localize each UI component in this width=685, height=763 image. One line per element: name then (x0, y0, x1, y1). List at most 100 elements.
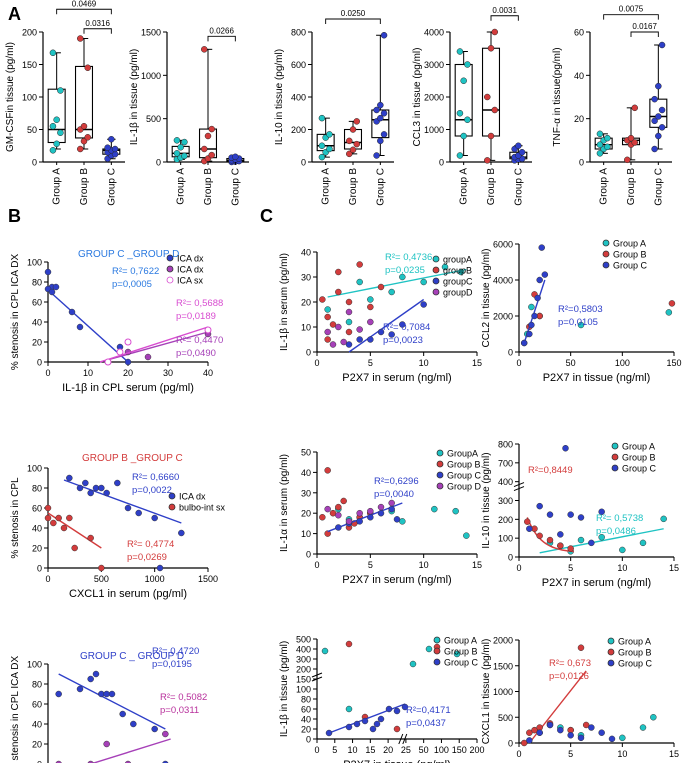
y-tick-label: 400 (296, 645, 311, 655)
legend-label: ICA dx (179, 492, 206, 502)
stat-label: p=0,0269 (127, 552, 167, 563)
data-point (162, 730, 169, 738)
y-tick-label: 2000 (493, 312, 513, 322)
data-point (335, 323, 342, 331)
fit-line (99, 331, 209, 363)
box-group-a: Group A (316, 114, 335, 205)
data-point (130, 720, 137, 728)
axis-break-y (311, 672, 323, 682)
data-point (367, 514, 374, 521)
data-point (324, 336, 331, 343)
significance-bracket (490, 15, 519, 21)
chart-a2: 0 500 1000 1500 IL-1β in tissue (pg/ml) Group… (129, 26, 249, 206)
x-tick-label: 15 (365, 745, 375, 755)
y-axis-label: TNF-α in tissue(pg/ml) (552, 47, 563, 146)
data-point (658, 106, 666, 114)
data-point (52, 283, 60, 291)
data-point (526, 729, 533, 736)
axis-break-x (398, 733, 408, 745)
series-1 (319, 467, 374, 537)
x-tick-label: 10 (348, 745, 358, 755)
data-point (619, 734, 626, 742)
box-group-a: Group A (171, 137, 190, 205)
data-point (77, 35, 84, 42)
data-point (335, 503, 342, 511)
data-point (367, 336, 374, 343)
data-point (658, 124, 666, 131)
y-tick-label: 800 (498, 440, 513, 450)
y-tick-label: 800 (291, 28, 306, 38)
group-label: Group C (375, 168, 386, 206)
y-tick-label: 20 (32, 338, 42, 348)
y-axis-label: CCL2 in tissue (pg/ml) (481, 249, 492, 348)
stat-label: R²= 0,4774 (127, 539, 174, 550)
x-tick-label: 10 (617, 749, 627, 759)
data-point (76, 323, 84, 331)
data-point (326, 131, 333, 138)
chart-c1: 0 10 20 30 40 0 5 10 15 P2X7 in serum (ng/ml) IL-1… (279, 248, 482, 385)
data-point (346, 137, 353, 145)
data-point (44, 268, 52, 276)
data-point (452, 507, 459, 515)
y-tick-label: 0 (306, 735, 311, 745)
legend-label: Group A (444, 636, 477, 646)
significance-bracket (603, 14, 659, 20)
y-axis-label: IL-10 in tissue (pg/ml) (481, 452, 492, 548)
stat-label: p=0,0235 (385, 265, 425, 276)
data-point (401, 703, 409, 711)
series-2 (526, 444, 605, 547)
x-tick-label: 0 (45, 368, 50, 378)
fit-line (47, 289, 129, 363)
data-point (546, 511, 554, 518)
legend-label: groupC (443, 277, 473, 287)
box (371, 109, 390, 139)
y-tick-label: 500 (146, 114, 161, 124)
data-point (639, 539, 647, 547)
series-1 (524, 517, 574, 553)
data-point (204, 132, 212, 140)
x-tick-label: 50 (419, 745, 429, 755)
data-point (151, 514, 158, 522)
data-point (98, 484, 105, 492)
fit-curve (526, 517, 574, 553)
y-tick-label: 60 (32, 700, 42, 710)
significance-bracket (56, 8, 112, 15)
box (454, 63, 473, 137)
data-point (204, 326, 212, 334)
legend-marker (436, 449, 444, 457)
data-point (441, 263, 449, 271)
data-point (108, 690, 116, 698)
y-axis-label: IL-1β in tissue (pg/ml) (279, 641, 290, 737)
y-tick-label: 60 (301, 705, 311, 715)
data-point (515, 142, 522, 149)
y-tick-label: 50 (301, 448, 311, 458)
data-point (82, 479, 89, 487)
legend-marker (432, 277, 440, 285)
data-point (491, 28, 498, 36)
data-point (108, 136, 115, 143)
data-point (77, 145, 84, 153)
data-point (385, 705, 393, 713)
legend-marker (607, 637, 615, 645)
y-tick-label: 20 (32, 544, 42, 554)
y-tick-label: 500 (296, 635, 311, 645)
box-group-c: Group C (509, 142, 528, 206)
legend-marker (432, 288, 440, 296)
y-tick-label: 600 (291, 60, 306, 70)
data-point (318, 153, 326, 161)
y-tick-label: 100 (27, 258, 42, 268)
series-1 (55, 730, 171, 763)
box-group-c: Group C (226, 153, 245, 206)
group-label: Group C (106, 168, 117, 206)
legend-label: Group B (622, 453, 656, 463)
y-tick-label: 30 (301, 488, 311, 498)
significance-bracket (325, 18, 381, 24)
data-point (324, 328, 331, 336)
box-group-b: Group B (198, 46, 218, 205)
data-point (624, 156, 631, 164)
data-point (208, 151, 215, 159)
chart-a1: 0 50 100 150 200 GM-CSFin tissue (pg/ml) Group… (5, 0, 125, 206)
data-point (380, 131, 388, 138)
data-point (324, 313, 331, 321)
